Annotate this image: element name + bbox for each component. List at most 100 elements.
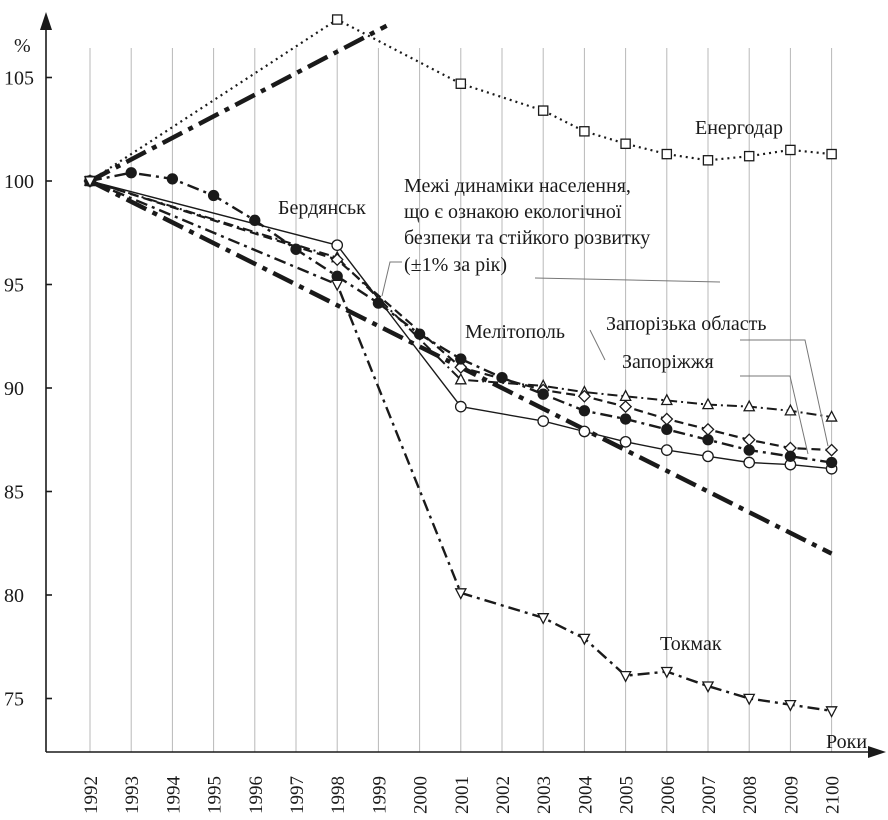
x-axis-arrow [868,746,886,758]
series-3-point-1998 [330,253,344,267]
x-tick-1999: 1999 [369,776,390,814]
x-tick-2006: 2006 [658,776,679,814]
x-tick-1993: 1993 [122,776,143,814]
leader-limits-2 [534,277,721,283]
x-tick-2005: 2005 [617,776,638,814]
x-tick-1994: 1994 [163,776,184,815]
series-4-point-1994 [166,173,179,185]
series-4-point-2002 [496,371,508,384]
label-limits-line3: безпеки та стійкого розвитку [404,227,650,249]
series-5-point-2008 [743,693,756,706]
series-0-point-2001 [455,78,467,89]
series-3-point-2100 [825,443,839,457]
series-5-line [89,179,832,713]
series-0-point-2007 [702,155,714,166]
y-tick-90: 90 [4,378,24,400]
y-tick-100: 100 [4,171,34,193]
series-2-point-2009 [784,403,797,416]
series-0-point-2008 [743,150,755,162]
series-5-point-1998 [331,279,344,292]
label-zaporizka-oblast: Запорізька область [606,313,766,335]
label-zaporizhzhia: Запоріжжя [622,351,714,373]
x-tick-2001: 2001 [452,776,473,814]
label-limits-line2: що є ознакою екологічної [404,201,622,223]
series-0-point-2003 [537,105,549,116]
x-tick-2003: 2003 [534,776,555,814]
series-1-point-2008 [743,456,756,469]
series-4-point-2004 [578,405,591,417]
series-4-point-1993 [125,167,137,179]
x-axis-unit: Роки [826,731,867,753]
x-tick-2100: 2100 [823,776,844,814]
leader-oblast [740,339,829,447]
y-tick-105: 105 [4,68,34,90]
series-3-point-2005 [619,400,633,414]
label-energodar: Енергодар [695,117,783,139]
series-4-point-2001 [455,353,467,365]
x-tick-2009: 2009 [781,776,802,814]
series-3-point-2001 [454,360,468,374]
series-2-point-2001 [454,372,467,385]
series-1-point-2003 [537,415,550,427]
series-4-point-1999 [372,297,385,309]
series-4-point-2009 [784,450,797,462]
label-limits-line1: Межі динаміки населення, [404,175,631,197]
leader-zaporizhzhia [740,375,809,455]
series-1-point-2001 [454,400,467,413]
leader-melitopol [589,329,606,361]
label-limits-line4: (±1% за рік) [404,254,507,276]
series-1-point-2006 [660,444,673,456]
series-4-point-1997 [290,243,302,255]
x-tick-1997: 1997 [287,776,308,814]
series-4-point-2005 [619,413,632,425]
axes [40,12,886,758]
label-berdiansk: Бердянськ [278,197,366,219]
x-tick-2002: 2002 [493,776,514,814]
series-5-point-2005 [619,670,632,683]
series-5-point-2007 [701,681,715,694]
series-4-point-2000 [413,328,426,340]
series-0-point-2004 [579,126,590,137]
series-3-point-2006 [660,412,674,426]
series-4-point-1995 [207,189,220,202]
x-tick-1995: 1995 [205,776,226,814]
series-5-point-2003 [537,613,550,625]
y-axis-arrow [40,12,52,30]
series-4-point-1998 [331,270,343,282]
leader-limits [381,261,402,297]
y-tick-80: 80 [4,585,24,607]
y-axis-unit: % [14,35,31,57]
x-tick-2007: 2007 [699,776,720,814]
x-tick-2004: 2004 [575,776,596,815]
series-3-point-2007 [701,422,715,436]
series-4-point-2007 [702,434,714,446]
label-tokmak: Токмак [660,633,722,655]
series-5-point-2009 [784,699,797,712]
series-2-point-2007 [701,397,715,410]
x-tick-1992: 1992 [81,776,102,814]
series-4-point-2003 [537,388,549,400]
series-2-point-2006 [660,393,673,406]
series-6-line [88,23,388,183]
series-1-point-2005 [619,435,632,448]
series-0-point-2006 [661,148,673,160]
y-tick-85: 85 [4,482,24,504]
y-tick-75: 75 [4,689,24,711]
x-tick-2000: 2000 [411,776,432,814]
series-4-point-2008 [743,444,755,456]
series-0-point-2005 [620,138,631,149]
series-5-point-2004 [578,633,591,646]
series-2-point-2100 [825,409,838,422]
label-melitopol: Мелітополь [465,321,565,343]
tick-labels: 1992 1993 1994 1995 1996 1997 1998 1999 2000 2001… [4,68,844,815]
series-5-point-2001 [454,588,467,600]
series-1-point-2007 [702,450,714,463]
series-2-point-2008 [743,399,756,412]
series-5-point-1992 [83,176,97,188]
series-5-point-2100 [825,706,838,718]
markers [83,14,839,718]
series-1-point-1998 [331,239,344,252]
series-4-point-2006 [661,423,673,436]
series-0-point-1998 [331,14,343,25]
x-tick-1998: 1998 [328,776,349,814]
